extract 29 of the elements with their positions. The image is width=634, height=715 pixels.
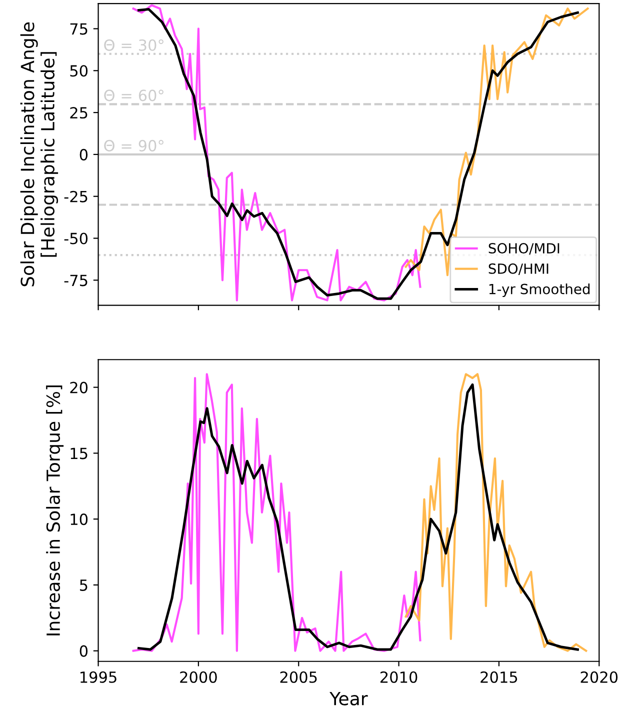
y-tick-label: -50 [64,232,88,244]
line-series [132,373,422,652]
y-tick-label: 75 [70,23,88,35]
x-tick-label: 2005 [280,671,317,683]
y-axis-title: Solar Dipole Inclination Angle [Heliographic Latitude] [20,22,58,286]
legend-label: 1-yr Smoothed [489,284,590,297]
x-tick-label: 2020 [580,671,618,683]
y-tick-label: 10 [70,514,88,526]
line-series [137,383,579,651]
line-series [404,373,588,652]
legend-label: SOHO/MDI [488,243,560,255]
x-tick-label: 2000 [180,671,217,683]
line-series [404,8,589,276]
y-tick-label: 0 [80,645,88,657]
x-tick-label: 2015 [480,671,518,683]
y-tick-label: 20 [70,382,88,394]
y-tick-label: 15 [70,448,88,460]
x-tick-label: 1995 [80,671,116,683]
y-tick-label: 5 [80,580,88,591]
line-series [132,4,422,302]
y-tick-label: 0 [80,148,88,160]
x-axis-title: Year [330,692,368,706]
legend-label: SDO/HMI [488,263,548,275]
y-axis-title: Increase in Solar Torque [%] [46,385,64,636]
y-tick-label: -75 [64,274,88,286]
x-tick-label: 2010 [380,671,418,683]
y-tick-label: 50 [70,65,88,77]
y-tick-label: -25 [64,190,88,202]
y-tick-label: 25 [70,107,88,119]
